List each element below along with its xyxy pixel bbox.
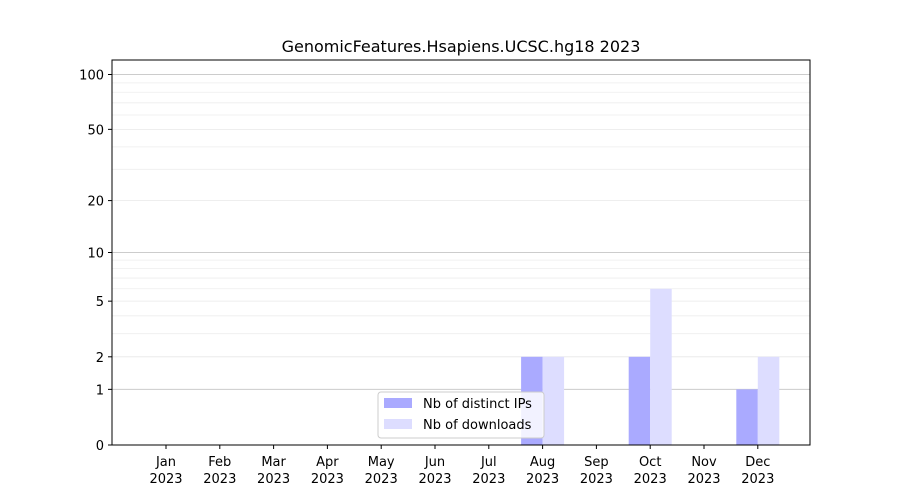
x-tick-label-year: 2023	[311, 472, 344, 487]
x-tick-label-month: Sep	[584, 455, 609, 470]
legend-box	[377, 391, 545, 439]
x-tick-label-year: 2023	[526, 472, 559, 487]
y-tick-label: 20	[87, 195, 104, 210]
legend-label: Nb of downloads	[423, 418, 532, 433]
grid-lines	[112, 74, 810, 390]
x-tick-label-year: 2023	[580, 472, 613, 487]
y-tick-label: 1	[96, 383, 104, 398]
y-tick-label: 2	[96, 351, 104, 366]
x-tick-label-month: Aug	[530, 455, 555, 470]
y-axis: 0 1 2 5 10 20 50 100	[79, 69, 112, 454]
chart-title: GenomicFeatures.Hsapiens.UCSC.hg18 2023	[282, 37, 641, 56]
bars	[521, 288, 780, 445]
x-tick-label-month: Mar	[261, 455, 286, 470]
x-tick-label-year: 2023	[365, 472, 398, 487]
x-tick-label-month: Jul	[480, 455, 497, 470]
legend-swatch	[384, 419, 412, 429]
x-tick-label-month: Dec	[745, 455, 770, 470]
bar-downloads-aug	[542, 356, 565, 445]
bar-distinct-ips-dec	[736, 389, 758, 445]
x-tick-label-year: 2023	[634, 472, 667, 487]
legend-label: Nb of distinct IPs	[423, 397, 532, 412]
x-tick-label-month: Jun	[424, 455, 445, 470]
y-tick-label: 5	[96, 295, 104, 310]
bar-downloads-oct	[650, 288, 672, 445]
x-tick-label-month: May	[368, 455, 395, 470]
x-tick-label-year: 2023	[741, 472, 774, 487]
x-tick-label-year: 2023	[418, 472, 451, 487]
x-tick-label-month: Oct	[639, 455, 661, 470]
x-axis: Jan 2023 Feb 2023 Mar 2023 Apr 2023 May 2023 Jun 20…	[149, 445, 774, 487]
x-tick-label-year: 2023	[203, 472, 236, 487]
bar-distinct-ips-oct	[628, 356, 651, 445]
y-tick-label: 100	[79, 69, 104, 84]
y-tick-label: 0	[96, 439, 104, 454]
x-tick-label-year: 2023	[472, 472, 505, 487]
legend-swatch	[384, 398, 412, 408]
legend: Nb of distinct IPs Nb of downloads	[377, 391, 545, 439]
x-tick-label-month: Jan	[155, 455, 176, 470]
y-tick-label: 10	[87, 247, 104, 262]
y-tick-label: 50	[87, 123, 104, 138]
x-tick-label-year: 2023	[687, 472, 720, 487]
x-tick-label-month: Apr	[316, 455, 339, 470]
x-tick-label-year: 2023	[257, 472, 290, 487]
x-tick-label-year: 2023	[149, 472, 182, 487]
x-tick-label-month: Nov	[691, 455, 717, 470]
x-tick-label-month: Feb	[208, 455, 231, 470]
bar-downloads-dec	[757, 356, 780, 445]
